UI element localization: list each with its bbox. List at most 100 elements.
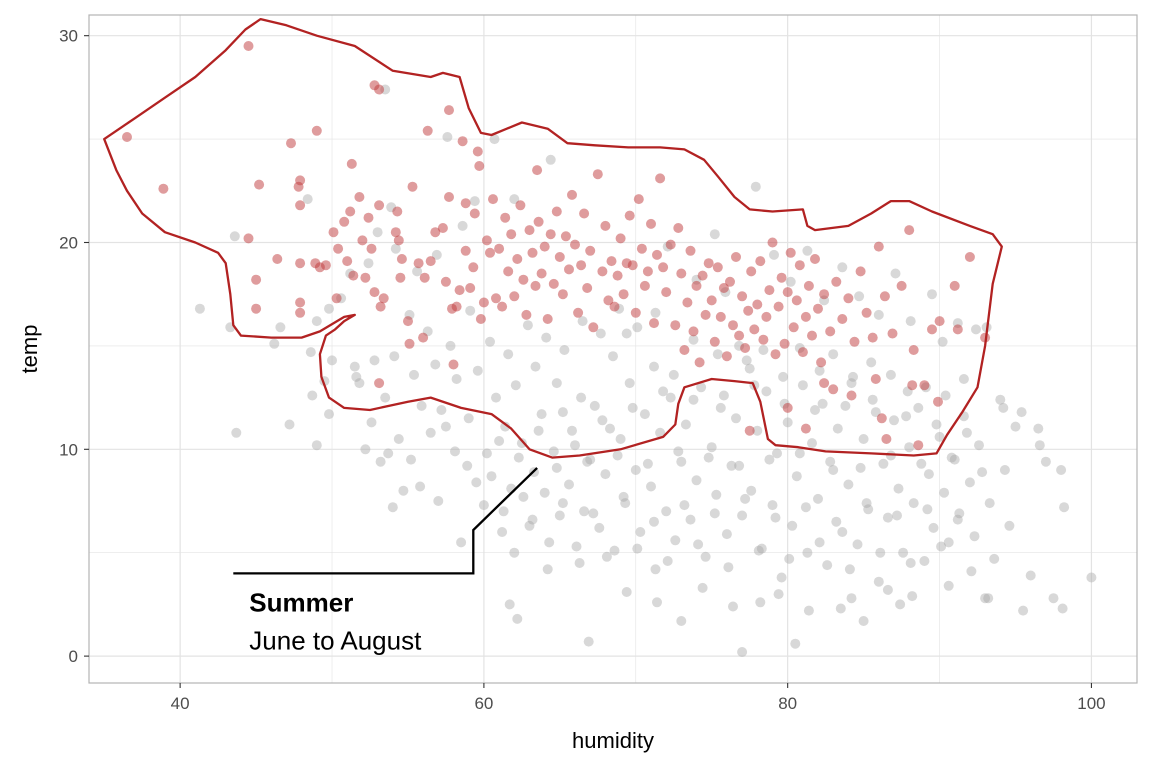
data-point bbox=[755, 597, 766, 608]
highlighted-data-point bbox=[773, 301, 784, 312]
data-point bbox=[497, 527, 508, 537]
data-point bbox=[943, 580, 954, 591]
data-point bbox=[746, 485, 757, 496]
data-point bbox=[728, 601, 738, 612]
data-point bbox=[715, 402, 726, 413]
highlighted-data-point bbox=[813, 303, 823, 314]
data-point bbox=[882, 512, 893, 523]
data-point bbox=[375, 456, 386, 467]
data-point bbox=[936, 541, 947, 552]
data-point bbox=[305, 347, 316, 358]
x-tick-label: 80 bbox=[778, 694, 797, 713]
data-point bbox=[618, 491, 629, 502]
highlighted-data-point bbox=[430, 227, 441, 238]
x-tick-label: 40 bbox=[171, 694, 190, 713]
highlighted-data-point bbox=[158, 183, 169, 194]
data-point bbox=[822, 560, 833, 571]
data-point bbox=[600, 469, 611, 480]
data-point bbox=[723, 562, 734, 573]
highlighted-data-point bbox=[691, 280, 702, 291]
data-point bbox=[571, 541, 582, 552]
highlighted-data-point bbox=[721, 351, 732, 362]
highlighted-data-point bbox=[731, 252, 741, 262]
data-point bbox=[870, 407, 881, 418]
highlighted-data-point bbox=[295, 258, 306, 269]
highlighted-points bbox=[122, 41, 991, 451]
highlighted-data-point bbox=[867, 332, 878, 343]
data-point bbox=[518, 491, 529, 502]
data-point bbox=[1040, 456, 1051, 467]
data-point bbox=[649, 516, 659, 527]
data-point bbox=[639, 409, 650, 420]
data-point bbox=[369, 355, 380, 366]
highlighted-data-point bbox=[460, 198, 471, 209]
highlighted-data-point bbox=[606, 256, 617, 267]
highlighted-data-point bbox=[919, 380, 930, 391]
highlighted-data-point bbox=[600, 220, 611, 231]
highlighted-data-point bbox=[251, 303, 262, 314]
data-point bbox=[940, 390, 951, 401]
highlighted-data-point bbox=[740, 343, 751, 353]
data-point bbox=[585, 454, 596, 465]
data-point bbox=[858, 434, 869, 444]
highlighted-data-point bbox=[478, 297, 489, 308]
highlighted-data-point bbox=[422, 125, 433, 136]
data-point bbox=[773, 589, 784, 600]
data-point bbox=[696, 382, 707, 393]
highlighted-data-point bbox=[465, 283, 476, 293]
data-point bbox=[389, 351, 400, 362]
data-point bbox=[1034, 440, 1045, 451]
annotation-title: Summer bbox=[249, 587, 353, 617]
data-point bbox=[472, 365, 483, 376]
highlighted-data-point bbox=[627, 260, 638, 271]
highlighted-data-point bbox=[615, 233, 626, 244]
data-point bbox=[817, 398, 828, 409]
data-point bbox=[500, 421, 511, 432]
highlighted-data-point bbox=[682, 297, 693, 308]
highlighted-data-point bbox=[855, 266, 866, 277]
data-point bbox=[412, 266, 423, 277]
highlighted-data-point bbox=[661, 287, 672, 298]
data-point bbox=[302, 194, 313, 205]
data-point bbox=[784, 553, 795, 564]
data-point bbox=[670, 535, 681, 546]
highlighted-data-point bbox=[451, 301, 462, 312]
data-point bbox=[866, 357, 877, 368]
data-point bbox=[583, 636, 594, 647]
data-point bbox=[363, 258, 374, 269]
highlighted-data-point bbox=[251, 274, 262, 285]
data-point bbox=[778, 371, 789, 382]
data-point bbox=[907, 591, 918, 602]
data-point bbox=[620, 498, 631, 509]
data-point bbox=[351, 371, 362, 382]
data-point bbox=[813, 493, 823, 504]
data-point bbox=[706, 442, 717, 453]
data-point bbox=[650, 564, 661, 575]
data-point bbox=[854, 291, 865, 302]
data-point bbox=[649, 361, 659, 372]
data-point bbox=[311, 440, 322, 451]
data-point bbox=[430, 359, 441, 370]
data-point bbox=[284, 419, 295, 430]
data-point bbox=[831, 516, 842, 527]
highlighted-data-point bbox=[782, 402, 793, 413]
data-point bbox=[621, 328, 632, 339]
highlighted-data-point bbox=[673, 223, 684, 233]
data-point bbox=[731, 413, 741, 424]
data-point bbox=[949, 454, 960, 465]
highlighted-data-point bbox=[588, 322, 599, 333]
data-point bbox=[574, 558, 585, 568]
data-point bbox=[769, 249, 779, 260]
highlighted-data-point bbox=[403, 316, 413, 327]
data-point bbox=[570, 440, 580, 451]
highlighted-data-point bbox=[881, 434, 892, 444]
highlighted-data-point bbox=[536, 268, 547, 279]
highlighted-data-point bbox=[630, 307, 641, 318]
data-point bbox=[740, 493, 751, 504]
x-tick-label: 100 bbox=[1077, 694, 1105, 713]
data-point bbox=[726, 460, 737, 471]
data-point bbox=[835, 603, 846, 614]
data-point bbox=[415, 481, 426, 492]
highlighted-data-point bbox=[346, 158, 357, 169]
data-point bbox=[632, 322, 643, 333]
